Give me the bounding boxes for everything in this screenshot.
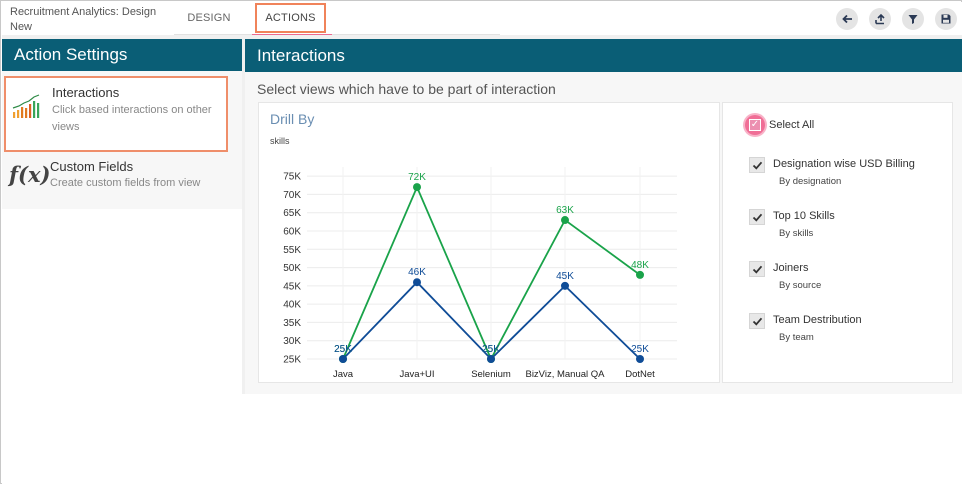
view-subtitle: By designation bbox=[779, 176, 842, 187]
tab-design[interactable]: DESIGN bbox=[187, 12, 231, 24]
x-tick-label: DotNet bbox=[625, 369, 655, 380]
data-point bbox=[636, 355, 644, 363]
chart-title: Drill By bbox=[270, 111, 315, 127]
data-point bbox=[561, 281, 569, 290]
data-label: 25K bbox=[631, 344, 649, 355]
data-point bbox=[636, 270, 644, 279]
data-label: 25K bbox=[482, 344, 500, 355]
data-label: 63K bbox=[556, 205, 574, 216]
panel-divider bbox=[242, 39, 245, 394]
custom-fields-description: Create custom fields from view bbox=[50, 177, 201, 189]
view-checkbox[interactable] bbox=[749, 313, 765, 329]
checkmark-icon bbox=[752, 161, 762, 170]
data-point bbox=[413, 183, 421, 192]
data-label: 46K bbox=[408, 267, 426, 278]
chart-subtitle: skills bbox=[270, 136, 290, 146]
interactions-header: Interactions bbox=[245, 39, 962, 72]
check-icon: ✓ bbox=[749, 119, 761, 131]
data-label: 25K bbox=[334, 344, 352, 355]
checkmark-icon bbox=[752, 265, 762, 274]
x-tick-label: Java bbox=[333, 369, 354, 380]
tab-actions[interactable]: ACTIONS bbox=[255, 3, 326, 33]
select-all[interactable]: ✓ Select All bbox=[745, 115, 814, 135]
data-label: 72K bbox=[408, 172, 426, 183]
view-title: Top 10 Skills bbox=[773, 210, 835, 222]
chart-card: 25K 30K 35K 40K 45K 50K 55K 60K 65K 70K 75K Java Jav… bbox=[258, 102, 720, 383]
action-item-custom-fields[interactable]: f(x) Custom Fields Create custom fields … bbox=[4, 154, 228, 209]
y-tick-label: 50K bbox=[283, 263, 301, 274]
y-tick-label: 30K bbox=[283, 336, 301, 347]
y-tick-label: 75K bbox=[283, 172, 301, 183]
view-checkbox[interactable] bbox=[749, 261, 765, 277]
view-subtitle: By team bbox=[779, 332, 814, 343]
data-label: 45K bbox=[556, 271, 574, 282]
view-checkbox[interactable] bbox=[749, 157, 765, 173]
custom-fields-title: Custom Fields bbox=[50, 159, 134, 174]
select-all-checkbox[interactable]: ✓ bbox=[745, 115, 765, 135]
save-icon bbox=[941, 14, 951, 24]
app-title: Recruitment Analytics: Design New bbox=[10, 6, 157, 33]
checkmark-icon bbox=[752, 317, 762, 326]
action-item-interactions[interactable]: Interactions Click based interactions on… bbox=[4, 76, 228, 152]
checkmark-icon bbox=[752, 213, 762, 222]
y-tick-label: 25K bbox=[283, 355, 301, 366]
x-tick-label: BizViz, Manual QA bbox=[525, 369, 605, 380]
select-all-label: Select All bbox=[769, 119, 815, 131]
empty-canvas bbox=[2, 394, 962, 484]
filter-icon bbox=[908, 15, 918, 24]
view-subtitle: By source bbox=[779, 280, 822, 291]
y-tick-label: 40K bbox=[283, 300, 301, 311]
export-button[interactable] bbox=[869, 8, 891, 30]
action-settings-header: Action Settings bbox=[2, 39, 242, 71]
data-label: 25K bbox=[334, 344, 352, 355]
top-bar: Recruitment Analytics: Design New DESIGN… bbox=[2, 2, 962, 36]
interactions-title: Interactions bbox=[52, 85, 120, 100]
data-point bbox=[339, 355, 347, 363]
y-tick-label: 35K bbox=[283, 318, 301, 329]
data-label: 25K bbox=[482, 344, 500, 355]
views-list: ✓ Select All Designation wise USD Billin… bbox=[722, 102, 953, 383]
export-icon bbox=[875, 13, 885, 25]
toolbar-separator bbox=[2, 35, 962, 39]
data-label: 48K bbox=[631, 260, 649, 271]
y-tick-label: 70K bbox=[283, 190, 301, 201]
interactions-body: Select views which have to be part of in… bbox=[245, 72, 962, 394]
view-checkbox[interactable] bbox=[749, 209, 765, 225]
drill-by-chart: 25K 30K 35K 40K 45K 50K 55K 60K 65K 70K 75K Java Jav… bbox=[283, 167, 677, 380]
data-point bbox=[487, 355, 495, 363]
y-tick-label: 45K bbox=[283, 281, 301, 292]
save-button[interactable] bbox=[935, 8, 957, 30]
x-tick-label: Selenium bbox=[471, 369, 511, 380]
view-title: Designation wise USD Billing bbox=[773, 158, 915, 170]
y-tick-label: 60K bbox=[283, 227, 301, 238]
back-arrow-icon bbox=[842, 14, 852, 24]
view-title: Team Destribution bbox=[773, 314, 862, 326]
back-button[interactable] bbox=[836, 8, 858, 30]
bar-line-chart-icon bbox=[12, 94, 40, 118]
interactions-subtitle: Select views which have to be part of in… bbox=[257, 81, 556, 97]
y-tick-label: 55K bbox=[283, 245, 301, 256]
action-settings-panel: Action Settings Interactions Click based… bbox=[2, 39, 242, 209]
x-tick-label: Java+UI bbox=[399, 369, 434, 380]
data-point bbox=[413, 278, 421, 287]
data-point bbox=[561, 216, 569, 225]
view-subtitle: By skills bbox=[779, 228, 814, 239]
interactions-description: Click based interactions on other views bbox=[52, 104, 212, 133]
y-tick-label: 65K bbox=[283, 208, 301, 219]
fx-icon: f(x) bbox=[9, 162, 51, 187]
view-title: Joiners bbox=[773, 262, 809, 274]
filter-button[interactable] bbox=[902, 8, 924, 30]
